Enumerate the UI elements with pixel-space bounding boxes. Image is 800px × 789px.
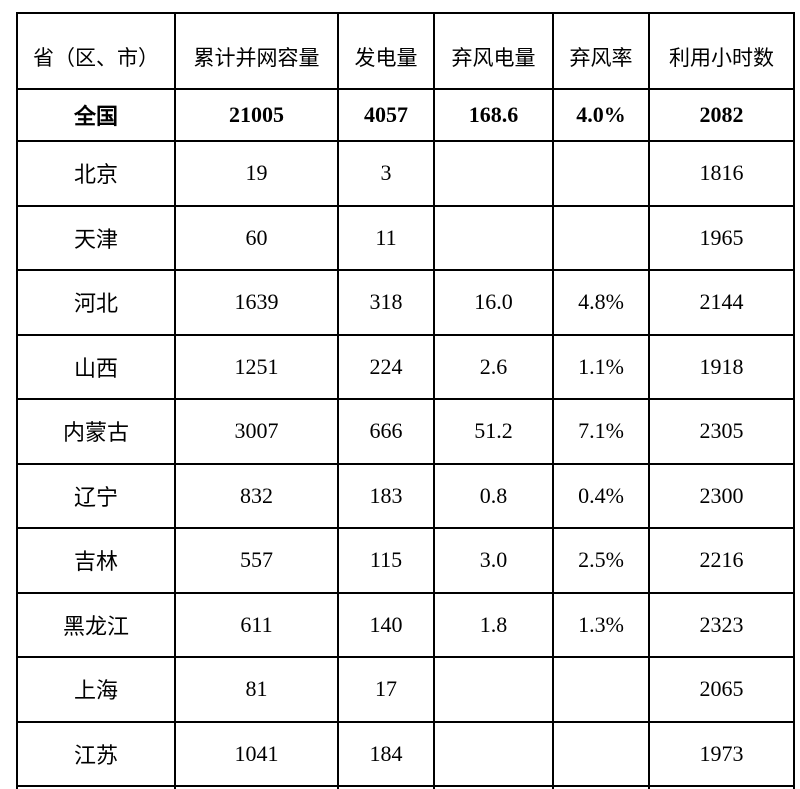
- column-header: 省（区、市）: [16, 12, 176, 90]
- value-cell: 3.0: [433, 527, 554, 594]
- value-cell: 1816: [648, 140, 795, 207]
- value-cell: 2216: [648, 527, 795, 594]
- province-cell: [16, 785, 176, 789]
- table-row: 黑龙江 611 140 1.8 1.3% 2323: [16, 591, 795, 658]
- table-row: 内蒙古 3007 666 51.2 7.1% 2305: [16, 398, 795, 465]
- value-cell: 1041: [174, 720, 339, 787]
- value-cell: 832: [174, 462, 339, 529]
- wind-power-table: 省（区、市） 累计并网容量 发电量 弃风电量 弃风率 利用小时数 全国 21005 4057 1…: [16, 12, 795, 789]
- table-header: 省（区、市） 累计并网容量 发电量 弃风电量 弃风率 利用小时数: [16, 12, 795, 90]
- table-row: 山西 1251 224 2.6 1.1% 1918: [16, 333, 795, 400]
- value-cell: 16.0: [433, 269, 554, 336]
- value-cell: [433, 785, 554, 789]
- value-cell: 2065: [648, 656, 795, 723]
- table-row: 辽宁 832 183 0.8 0.4% 2300: [16, 462, 795, 529]
- value-cell: 21005: [174, 88, 339, 142]
- value-cell: 1.8: [433, 591, 554, 658]
- value-cell: [433, 140, 554, 207]
- value-cell: 2305: [648, 398, 795, 465]
- value-cell: 3: [337, 140, 435, 207]
- value-cell: [433, 656, 554, 723]
- value-cell: [433, 720, 554, 787]
- value-cell: 183: [337, 462, 435, 529]
- province-cell: 内蒙古: [16, 398, 176, 465]
- value-cell: [552, 720, 650, 787]
- value-cell: 2144: [648, 269, 795, 336]
- value-cell: 2.6: [433, 333, 554, 400]
- value-cell: [552, 656, 650, 723]
- value-cell: [174, 785, 339, 789]
- value-cell: 0.8: [433, 462, 554, 529]
- column-header: 利用小时数: [648, 12, 795, 90]
- column-header: 累计并网容量: [174, 12, 339, 90]
- value-cell: 666: [337, 398, 435, 465]
- province-cell: 江苏: [16, 720, 176, 787]
- value-cell: [648, 785, 795, 789]
- table-row: 北京 19 3 1816: [16, 140, 795, 207]
- column-header: 弃风电量: [433, 12, 554, 90]
- value-cell: [552, 140, 650, 207]
- value-cell: 557: [174, 527, 339, 594]
- value-cell: 611: [174, 591, 339, 658]
- table-row: 天津 60 11 1965: [16, 204, 795, 271]
- value-cell: 1639: [174, 269, 339, 336]
- province-cell: 天津: [16, 204, 176, 271]
- value-cell: 4.0%: [552, 88, 650, 142]
- value-cell: [433, 204, 554, 271]
- column-header: 弃风率: [552, 12, 650, 90]
- value-cell: 318: [337, 269, 435, 336]
- province-cell: 全国: [16, 88, 176, 142]
- value-cell: 7.1%: [552, 398, 650, 465]
- province-cell: 河北: [16, 269, 176, 336]
- value-cell: 81: [174, 656, 339, 723]
- value-cell: 11: [337, 204, 435, 271]
- province-cell: 黑龙江: [16, 591, 176, 658]
- national-total-row: 全国 21005 4057 168.6 4.0% 2082: [16, 88, 795, 142]
- value-cell: 4057: [337, 88, 435, 142]
- value-cell: 184: [337, 720, 435, 787]
- province-cell: 北京: [16, 140, 176, 207]
- value-cell: 51.2: [433, 398, 554, 465]
- value-cell: 115: [337, 527, 435, 594]
- value-cell: [552, 785, 650, 789]
- value-cell: 60: [174, 204, 339, 271]
- column-header: 发电量: [337, 12, 435, 90]
- value-cell: 19: [174, 140, 339, 207]
- value-cell: 1965: [648, 204, 795, 271]
- value-cell: 3007: [174, 398, 339, 465]
- value-cell: [552, 204, 650, 271]
- table-row: 吉林 557 115 3.0 2.5% 2216: [16, 527, 795, 594]
- value-cell: 2300: [648, 462, 795, 529]
- table-body: 全国 21005 4057 168.6 4.0% 2082 北京 19 3 1816 天津 60 11 1…: [16, 88, 795, 789]
- value-cell: 140: [337, 591, 435, 658]
- value-cell: 224: [337, 333, 435, 400]
- value-cell: 1251: [174, 333, 339, 400]
- province-cell: 吉林: [16, 527, 176, 594]
- value-cell: 1.3%: [552, 591, 650, 658]
- value-cell: 168.6: [433, 88, 554, 142]
- value-cell: 1973: [648, 720, 795, 787]
- province-cell: 上海: [16, 656, 176, 723]
- value-cell: 2323: [648, 591, 795, 658]
- table-row: [16, 785, 795, 789]
- value-cell: 4.8%: [552, 269, 650, 336]
- header-row: 省（区、市） 累计并网容量 发电量 弃风电量 弃风率 利用小时数: [16, 12, 795, 90]
- table-row: 上海 81 17 2065: [16, 656, 795, 723]
- table-row: 江苏 1041 184 1973: [16, 720, 795, 787]
- value-cell: 1.1%: [552, 333, 650, 400]
- value-cell: 17: [337, 656, 435, 723]
- value-cell: 1918: [648, 333, 795, 400]
- value-cell: 0.4%: [552, 462, 650, 529]
- value-cell: 2.5%: [552, 527, 650, 594]
- value-cell: [337, 785, 435, 789]
- value-cell: 2082: [648, 88, 795, 142]
- province-cell: 山西: [16, 333, 176, 400]
- table-row: 河北 1639 318 16.0 4.8% 2144: [16, 269, 795, 336]
- province-cell: 辽宁: [16, 462, 176, 529]
